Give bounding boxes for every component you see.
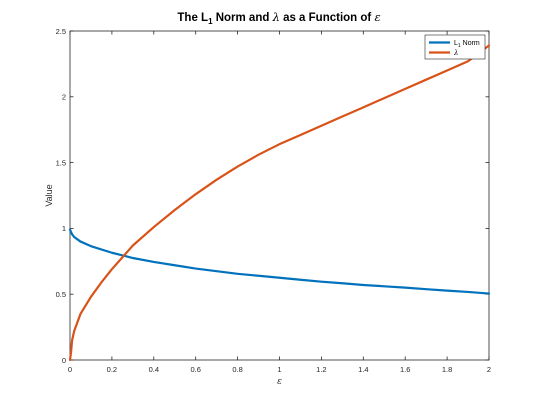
y-tick-label: 0.5: [56, 290, 66, 299]
x-tick-label: 0.8: [232, 365, 242, 374]
x-tick-label: 1: [277, 365, 281, 374]
legend: L1 Norm λ: [424, 34, 486, 60]
legend-label-l1-sub: 1: [458, 43, 461, 49]
chart-title-subscript: 1: [208, 17, 213, 26]
chart-title: The L1 Norm and λ as a Function of ε: [177, 10, 380, 26]
x-tick-label: 1.4: [358, 365, 368, 374]
x-tick-label: 0.2: [107, 365, 117, 374]
x-tick-label: 2: [487, 365, 491, 374]
legend-label-l1-norm: L1 Norm: [454, 40, 480, 49]
y-tick-label: 0: [62, 356, 66, 365]
y-tick-label: 1: [62, 224, 66, 233]
x-tick-label: 1.2: [316, 365, 326, 374]
x-axis-label: ε: [277, 377, 282, 387]
chart-title-suffix: as a Function of: [280, 12, 375, 24]
y-tick-label: 2: [62, 93, 66, 102]
legend-label-l1-rest: Norm: [461, 40, 480, 47]
plot-area: [69, 30, 490, 361]
x-tick-label: 1.6: [400, 365, 410, 374]
x-axis-ticks: 0 0.2 0.4 0.6 0.8 1 1.2 1.4 1.6 1.8 2: [68, 31, 491, 374]
x-tick-label: 0: [68, 365, 72, 374]
y-axis-label: Value: [44, 184, 54, 206]
y-tick-label: 1.5: [56, 158, 66, 167]
legend-box: [424, 34, 486, 60]
x-tick-label: 0.4: [149, 365, 159, 374]
x-tick-label: 0.6: [190, 365, 200, 374]
series-layer: [68, 44, 491, 362]
x-tick-label: 1.8: [442, 365, 452, 374]
chart-title-mid: Norm and: [213, 12, 273, 24]
series-line-lambda: [68, 44, 491, 362]
series-line-l1-norm: [68, 228, 491, 295]
y-tick-label: 2.5: [56, 27, 66, 36]
chart-title-epsilon: ε: [374, 10, 380, 24]
chart-title-prefix: The L: [177, 12, 208, 24]
legend-label-lambda: λ: [453, 49, 458, 57]
chart-title-lambda: λ: [272, 10, 280, 24]
legend-label-l1-main: L: [454, 40, 458, 47]
